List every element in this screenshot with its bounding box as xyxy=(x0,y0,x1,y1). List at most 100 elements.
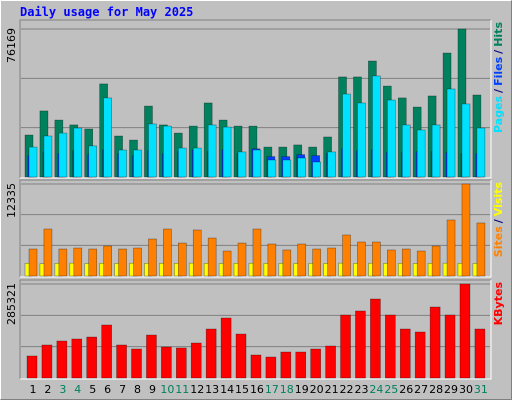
bar xyxy=(327,247,336,277)
x-tick-label: 24 xyxy=(369,383,383,396)
y-tick-label: 12335 xyxy=(5,183,18,218)
x-tick-label: 10 xyxy=(160,383,174,396)
legend: KBytes xyxy=(492,282,505,326)
bar xyxy=(385,314,396,379)
bar xyxy=(26,355,38,379)
legend-entry: Visits xyxy=(492,182,505,217)
x-tick-label: 21 xyxy=(325,383,339,396)
x-tick-label: 13 xyxy=(205,383,219,396)
y-tick-label: 76169 xyxy=(5,28,18,63)
bar xyxy=(163,228,172,277)
x-tick-label: 28 xyxy=(429,383,443,396)
bar xyxy=(355,310,366,379)
bar xyxy=(327,151,336,178)
bar xyxy=(312,248,321,277)
x-tick-label: 23 xyxy=(354,383,368,396)
bar xyxy=(237,151,247,178)
bar xyxy=(312,161,321,178)
bar xyxy=(280,351,292,379)
panel-border-dark xyxy=(19,19,491,178)
bar xyxy=(250,354,262,379)
x-tick-label: 4 xyxy=(74,383,81,396)
x-tick-label: 16 xyxy=(250,383,264,396)
bar xyxy=(372,241,381,277)
x-tick-label: 11 xyxy=(175,383,189,396)
bar xyxy=(372,75,381,178)
bar xyxy=(148,123,157,178)
x-tick-label: 1 xyxy=(30,383,37,396)
bar xyxy=(73,127,83,178)
bar xyxy=(282,249,292,277)
bar xyxy=(267,159,277,178)
x-tick-label: 14 xyxy=(220,383,234,396)
bar xyxy=(446,88,456,178)
bar xyxy=(429,306,441,379)
bar xyxy=(190,342,202,379)
x-tick-label: 19 xyxy=(295,383,309,396)
bar xyxy=(116,344,127,379)
bar xyxy=(342,93,351,178)
bar xyxy=(43,228,53,277)
bar xyxy=(401,124,411,178)
legend-separator: / xyxy=(492,218,505,223)
bar xyxy=(357,241,366,277)
bar xyxy=(207,124,217,178)
bar xyxy=(387,249,396,277)
bar xyxy=(444,314,456,379)
chart-title: Daily usage for May 2025 xyxy=(20,5,193,19)
legend: Sites /Visits xyxy=(492,182,505,258)
bar xyxy=(178,147,187,178)
bar xyxy=(58,132,68,178)
bar xyxy=(416,250,426,277)
bar xyxy=(310,348,321,379)
bar xyxy=(178,242,187,277)
panel-border-light xyxy=(20,180,492,278)
bar xyxy=(446,219,456,277)
bar xyxy=(133,247,142,277)
panel-border-light xyxy=(20,20,492,179)
bar xyxy=(297,157,307,178)
bar xyxy=(431,124,441,178)
legend: Pages / Files / Hits xyxy=(492,22,505,133)
legend-separator: / xyxy=(492,88,505,93)
bar xyxy=(416,129,426,178)
bar xyxy=(252,228,262,277)
bar xyxy=(461,103,471,178)
bar xyxy=(146,334,157,379)
bar xyxy=(222,126,232,178)
panel-border-dark xyxy=(19,279,491,379)
bar xyxy=(370,298,381,379)
bar xyxy=(267,243,277,277)
x-tick-label: 12 xyxy=(190,383,204,396)
bar xyxy=(252,149,262,178)
bar xyxy=(131,348,142,379)
bar xyxy=(118,248,127,277)
x-tick-label: 22 xyxy=(340,383,354,396)
bar xyxy=(118,149,127,178)
legend-entry: Files xyxy=(492,56,505,86)
bar xyxy=(148,238,157,277)
bar xyxy=(41,344,53,379)
bar xyxy=(71,338,83,379)
bar xyxy=(56,340,68,379)
bar xyxy=(192,229,202,277)
bar xyxy=(207,237,217,277)
bar xyxy=(28,248,38,277)
bar xyxy=(163,125,172,178)
legend-entry: Sites xyxy=(492,226,505,257)
bar xyxy=(176,347,187,379)
bar xyxy=(476,127,486,178)
bar xyxy=(431,245,441,277)
x-tick-label: 31 xyxy=(474,383,488,396)
x-tick-label: 20 xyxy=(310,383,324,396)
panel-border-dark xyxy=(19,179,491,277)
bar xyxy=(86,336,98,379)
x-tick-label: 26 xyxy=(399,383,413,396)
bar xyxy=(88,248,98,277)
x-tick-label: 3 xyxy=(59,383,66,396)
bar xyxy=(282,159,292,178)
x-tick-label: 9 xyxy=(149,383,156,396)
x-tick-label: 2 xyxy=(44,383,51,396)
x-tick-label: 7 xyxy=(119,383,126,396)
